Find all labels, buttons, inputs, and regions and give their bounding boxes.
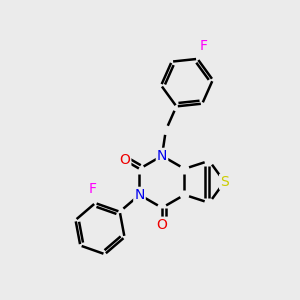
Text: N: N [157, 149, 167, 163]
Text: O: O [119, 153, 130, 167]
Text: F: F [88, 182, 97, 196]
Text: O: O [157, 218, 167, 232]
Text: F: F [199, 39, 207, 53]
Text: N: N [134, 188, 145, 202]
Text: S: S [220, 175, 229, 189]
